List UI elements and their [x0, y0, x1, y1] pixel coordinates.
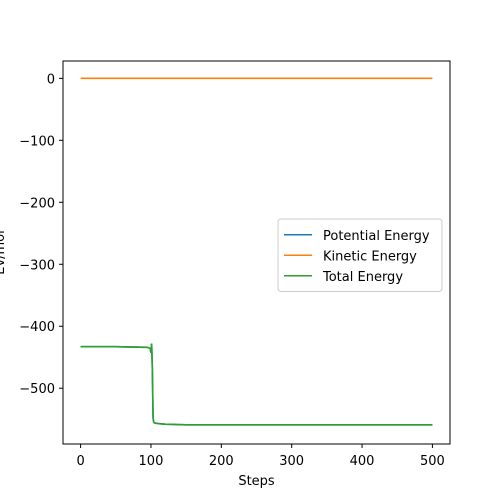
y-tick-label: −300: [19, 258, 55, 273]
x-tick-label: 200: [209, 454, 234, 469]
x-tick-label: 500: [420, 454, 445, 469]
y-axis-ticks: 0 −100 −200 −300 −400 −500: [19, 72, 63, 397]
x-tick-label: 300: [279, 454, 304, 469]
legend: Potential Energy Kinetic Energy Total Ener…: [277, 218, 443, 292]
x-tick-label: 0: [76, 454, 84, 469]
y-tick-label: −200: [19, 196, 55, 211]
legend-label: Kinetic Energy: [323, 249, 417, 264]
x-axis-ticks: 0 100 200 300 400 500: [76, 444, 445, 469]
legend-label: Potential Energy: [323, 229, 430, 244]
plot-frame: [62, 60, 451, 445]
y-tick-label: −400: [19, 320, 55, 335]
x-axis-label: Steps: [238, 474, 275, 489]
y-tick-label: −100: [19, 134, 55, 149]
legend-label: Total Energy: [322, 270, 403, 285]
plot-lines: [80, 77, 433, 426]
y-tick-label: −500: [19, 382, 55, 397]
y-tick-label: 0: [47, 72, 55, 87]
x-tick-label: 400: [350, 454, 375, 469]
series-line-2: [80, 343, 433, 426]
x-tick-label: 100: [139, 454, 164, 469]
legend-box: [277, 218, 443, 292]
y-axis-label: Ev/mol: [0, 230, 8, 275]
